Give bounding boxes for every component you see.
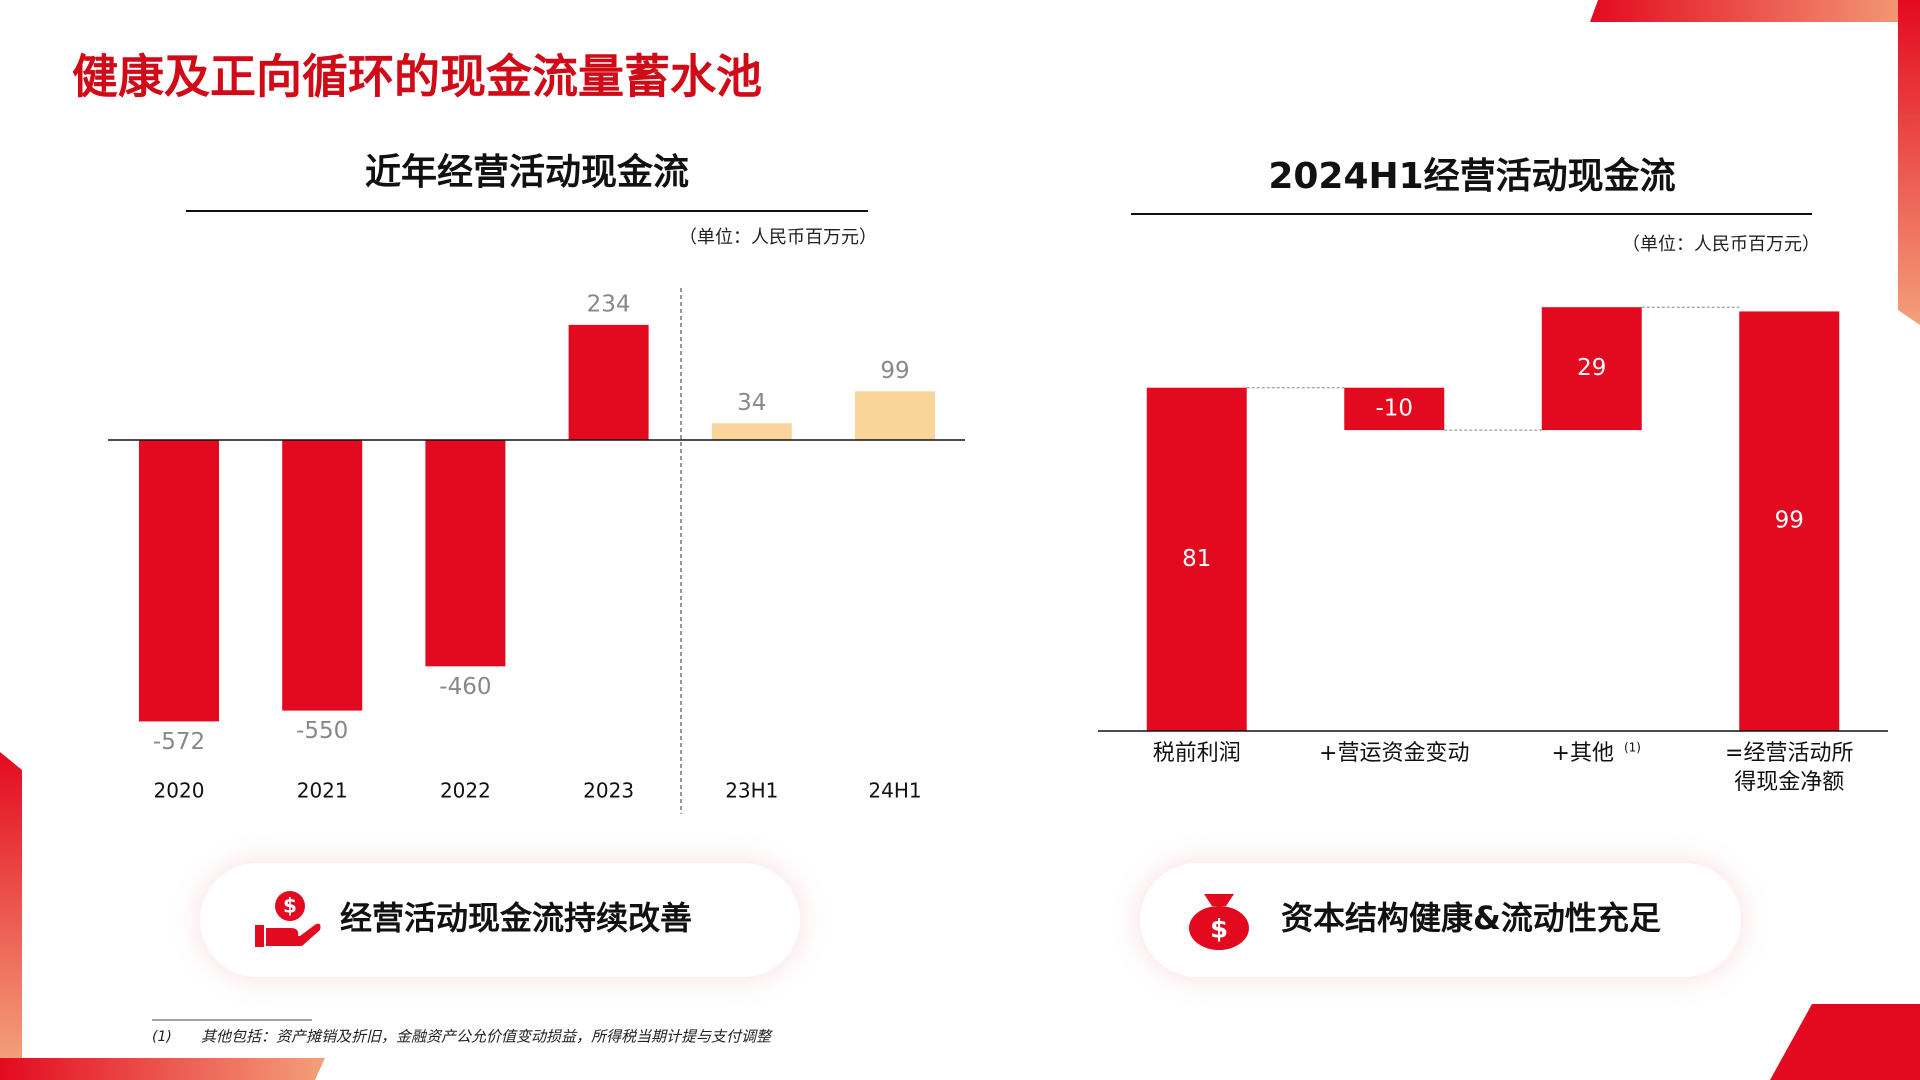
value-label: 234: [587, 291, 631, 317]
value-label: -550: [296, 718, 348, 744]
bar: [855, 391, 935, 440]
bar: [1146, 387, 1247, 731]
bar: [425, 440, 506, 667]
hand-coin-icon: $: [255, 891, 321, 947]
callout-text: 资本结构健康&流动性充足: [1281, 899, 1661, 937]
decor-right: [1898, 0, 1920, 325]
value-label: 29: [1577, 355, 1606, 381]
chart-title: 近年经营活动现金流: [365, 151, 689, 193]
decor-top: [1590, 0, 1920, 22]
value-label: -10: [1375, 395, 1413, 421]
bar: [1344, 387, 1445, 431]
callout-text: 经营活动现金流持续改善: [340, 899, 692, 937]
callout-box: [1140, 863, 1741, 977]
value-label: -572: [153, 729, 205, 755]
svg-text:$: $: [283, 894, 297, 918]
x-tick-label: +营运资金变动: [1319, 741, 1469, 766]
bar: [1739, 311, 1840, 731]
x-tick-label: 2021: [297, 779, 348, 803]
x-tick-label: 2022: [440, 779, 491, 803]
decor-corner: [1770, 1004, 1920, 1080]
slide-title: 健康及正向循环的现金流量蓄水池: [72, 50, 762, 104]
x-tick-label: +其他: [1552, 741, 1614, 766]
decor-left: [0, 752, 22, 1060]
svg-text:$: $: [1210, 915, 1228, 945]
x-tick-label: 2023: [583, 779, 634, 803]
value-label: -460: [439, 674, 491, 700]
x-tick-label: 23H1: [725, 779, 778, 803]
bar: [568, 324, 649, 440]
x-tick-label: =经营活动所得现金净额: [1725, 741, 1853, 795]
bar: [139, 440, 219, 722]
value-label: 99: [880, 358, 909, 384]
money-bag-icon: $: [1189, 894, 1249, 950]
value-label: 81: [1182, 546, 1211, 572]
callout-box: [200, 863, 800, 977]
footnote-text: 其他包括：资产摊销及折旧，金融资产公允价值变动损益，所得税当期计提与支付调整: [201, 1028, 774, 1046]
category-note: (1): [1624, 741, 1641, 755]
bar: [282, 440, 363, 711]
bar: [711, 423, 792, 440]
chart-title: 2024H1经营活动现金流: [1268, 155, 1675, 197]
decor-bottom: [0, 1058, 325, 1080]
footnote-marker: (1): [152, 1029, 172, 1045]
bar: [1541, 307, 1642, 431]
value-label: 99: [1775, 508, 1804, 534]
unit-label: （单位：人民币百万元）: [679, 227, 877, 248]
value-label: 34: [737, 390, 766, 416]
x-tick-label: 24H1: [868, 779, 921, 803]
x-tick-label: 2020: [154, 779, 205, 803]
unit-label: （单位：人民币百万元）: [1622, 234, 1820, 255]
x-tick-label: 税前利润: [1153, 741, 1241, 766]
